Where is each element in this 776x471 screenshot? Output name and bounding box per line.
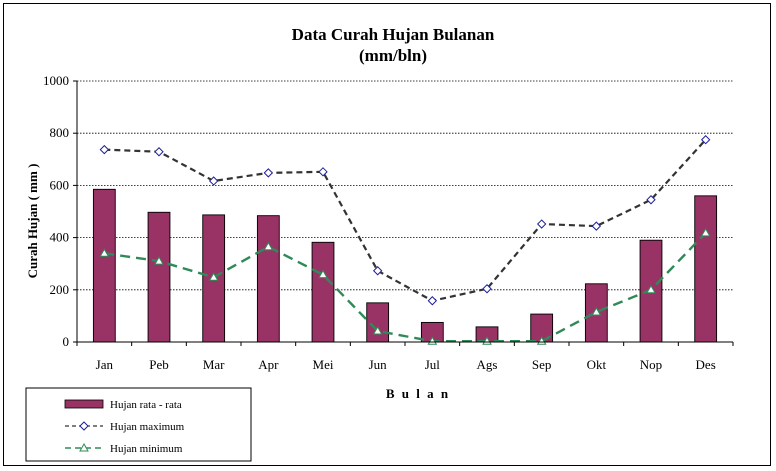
- y-tick-label-200: 200: [50, 282, 70, 297]
- x-tick-labels: Jan Peb Mar Apr Mei Jun Jul Ags Sep Okt Nop Des: [96, 357, 716, 372]
- min-marker-Jun: [372, 326, 383, 335]
- x-tick-label-Mar: Mar: [203, 357, 225, 372]
- chart-title: Data Curah Hujan Bulanan: [292, 25, 495, 44]
- bar-Peb: [147, 211, 171, 343]
- y-tick-label-0: 0: [63, 334, 70, 349]
- legend-swatch-bar: [64, 399, 104, 409]
- x-tick-label-Apr: Apr: [258, 357, 279, 372]
- max-marker-Apr: [263, 168, 274, 178]
- axes: [73, 80, 734, 346]
- x-tick-label-Okt: Okt: [587, 357, 607, 372]
- bar-Jun: [366, 302, 390, 343]
- y-tick-label-400: 400: [50, 230, 70, 245]
- y-axis-label: Curah Hujan ( mm ): [25, 164, 40, 279]
- x-tick-label-Peb: Peb: [149, 357, 169, 372]
- legend: Hujan rata - rata Hujan maximum Hujan mi…: [25, 387, 252, 462]
- x-tick-label-Jun: Jun: [369, 357, 388, 372]
- y-tick-labels: 0 200 400 600 800 1000: [43, 73, 69, 349]
- max-marker-Sep: [536, 219, 547, 229]
- x-tick-label-Ags: Ags: [477, 357, 498, 372]
- x-tick-label-Mei: Mei: [313, 357, 334, 372]
- min-marker-Nop: [646, 284, 656, 294]
- gridlines: [77, 80, 733, 291]
- x-tick-label-Nop: Nop: [640, 357, 662, 372]
- min-marker-Peb: [154, 256, 164, 265]
- max-marker-Ags: [482, 284, 492, 294]
- y-tick-label-800: 800: [50, 125, 70, 140]
- legend-swatch-min-marker: [79, 442, 89, 452]
- min-marker-Des: [700, 227, 711, 237]
- bar-Jan: [92, 188, 116, 343]
- chart-subtitle: (mm/bln): [359, 46, 427, 65]
- x-tick-label-Jul: Jul: [425, 357, 441, 372]
- y-tick-label-600: 600: [50, 177, 70, 192]
- bar-Mei: [311, 241, 335, 343]
- bar-Des: [694, 195, 718, 343]
- min-marker-Mei: [318, 269, 328, 279]
- max-marker-Mar: [208, 176, 219, 186]
- max-marker-Nop: [646, 195, 656, 205]
- min-marker-Okt: [591, 306, 602, 316]
- max-marker-Des: [700, 135, 711, 145]
- x-tick-label-Jan: Jan: [96, 357, 114, 372]
- max-marker-Jan: [99, 144, 110, 155]
- x-tick-label-Sep: Sep: [532, 357, 552, 372]
- bar-Apr: [256, 215, 280, 343]
- max-line: [104, 138, 707, 302]
- max-marker-Mei: [318, 167, 328, 177]
- min-marker-Jan: [99, 248, 110, 257]
- legend-label-rata: Hujan rata - rata: [110, 399, 182, 411]
- min-marker-Apr: [263, 241, 274, 251]
- max-marker-Peb: [154, 147, 164, 157]
- max-marker-Okt: [591, 221, 602, 231]
- legend-label-min: Hujan minimum: [110, 443, 183, 455]
- legend-swatch-max-marker: [79, 421, 89, 431]
- max-marker-Jul: [427, 296, 438, 306]
- bar-series: [92, 188, 718, 343]
- y-tick-label-1000: 1000: [43, 73, 69, 88]
- max-marker-Jun: [372, 266, 383, 276]
- legend-label-max: Hujan maximum: [110, 421, 185, 433]
- legend-box: [25, 387, 252, 462]
- x-axis-label: B u l a n: [386, 386, 450, 401]
- min-marker-Mar: [208, 272, 219, 281]
- min-line: [104, 232, 707, 343]
- x-tick-label-Des: Des: [696, 357, 716, 372]
- line-series: [99, 135, 711, 345]
